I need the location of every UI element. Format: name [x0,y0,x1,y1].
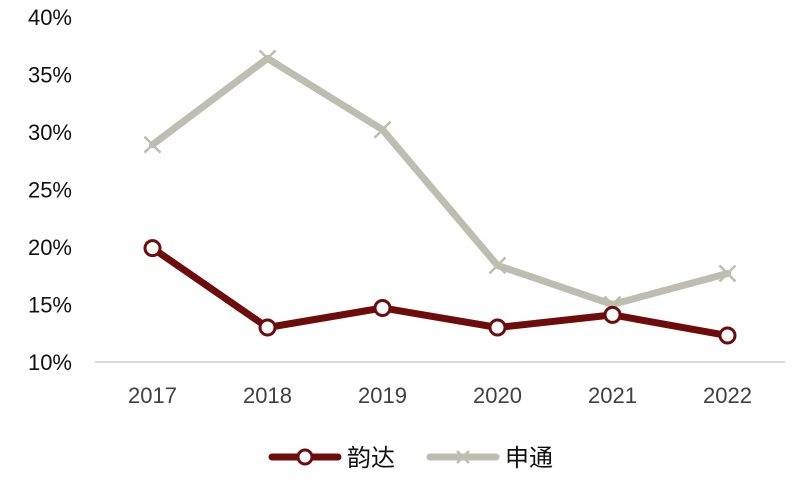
series-layer [143,49,737,345]
x-tick-label: 2022 [703,383,752,408]
series-line [149,54,731,308]
data-point-circle [373,298,392,317]
legend-marker-x-icon [456,450,470,464]
y-tick-label: 10% [28,350,72,375]
data-point-x [488,256,507,275]
legend-label: 韵达 [347,444,395,472]
y-tick-label: 35% [28,63,72,88]
series-line [149,244,731,340]
y-tick-label: 25% [28,178,72,203]
data-point-x [258,49,277,68]
series-sto [143,49,737,314]
legend-marker-circle-icon [296,448,314,466]
data-point-circle [603,305,622,324]
x-tick-label: 2020 [473,383,522,408]
data-point-circle [718,326,737,345]
data-point-circle [258,318,277,337]
x-tick-label: 2019 [358,383,407,408]
y-axis: 10% 15% 20% 25% 30% 35% 40% [28,5,72,375]
legend-item-sto: 申通 [426,444,553,472]
x-tick-label: 2018 [243,383,292,408]
series-yunda [143,239,737,345]
data-point-x [143,135,162,154]
y-tick-label: 30% [28,120,72,145]
y-tick-label: 40% [28,5,72,30]
data-point-circle [143,239,162,258]
data-point-x [718,264,737,283]
x-tick-label: 2021 [588,383,637,408]
x-tick-label: 2017 [128,383,177,408]
legend-item-yunda: 韵达 [268,444,395,472]
legend-label: 申通 [505,444,553,472]
data-point-circle [488,318,507,337]
x-axis: 2017 2018 2019 2020 2021 2022 [128,383,752,408]
y-tick-label: 15% [28,293,72,318]
y-tick-label: 20% [28,235,72,260]
data-point-x [373,120,392,139]
legend: 韵达 申通 [268,444,553,472]
